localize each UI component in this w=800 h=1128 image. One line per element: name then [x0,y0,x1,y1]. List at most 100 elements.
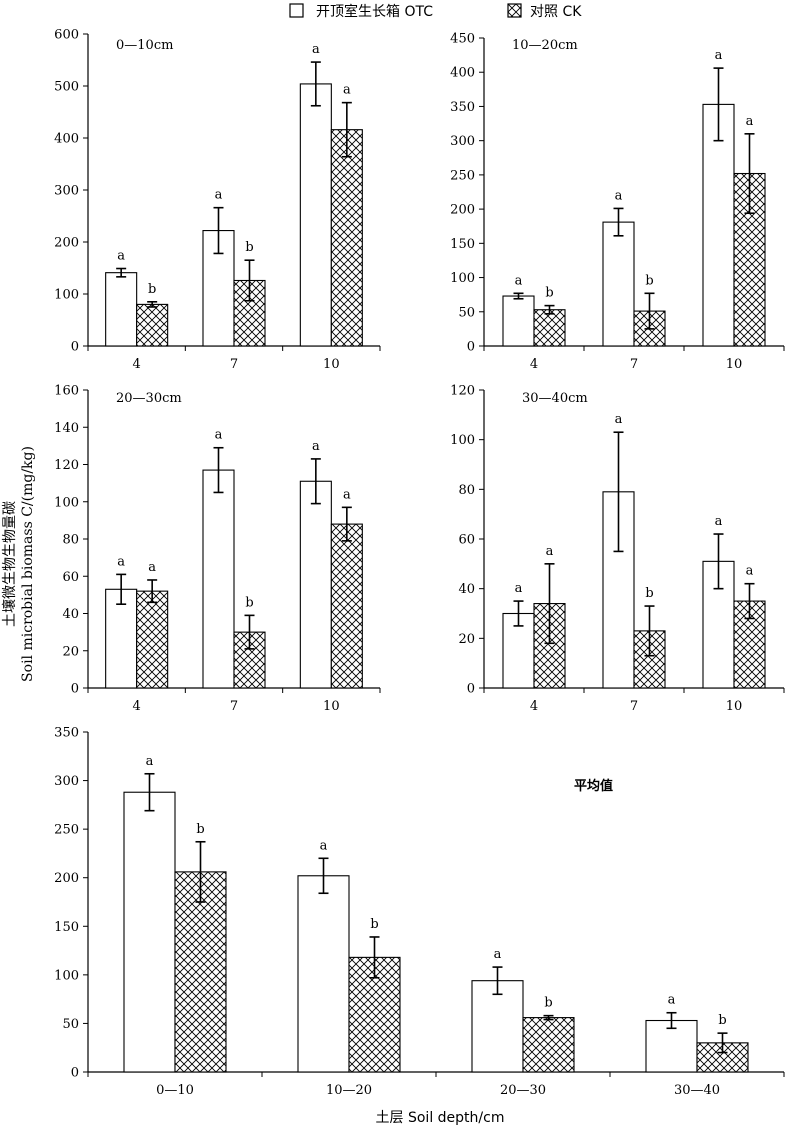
panel-average: 0 50 100 150 200 250 300 350 平均值 0—10 a b 10—20 a b 20—… [54,726,785,1098]
significance-letter: a [494,947,502,962]
y-tick-label: 0 [467,340,475,355]
significance-letter: a [515,581,523,596]
y-tick-label: 200 [450,203,475,218]
y-tick-label: 120 [450,384,475,399]
y-tick-label: 400 [54,132,79,147]
legend-otc-label: 开顶室生长箱 OTC [316,3,433,20]
y-tick-label: 100 [54,288,79,303]
significance-letter: b [245,240,253,255]
y-tick-label: 350 [54,726,79,741]
x-tick-label: 10 [726,699,743,714]
y-axis-title: 土壤微生物生物量碳 Soil microbial biomass C/(mg/k… [1,446,36,682]
y-tick-label: 250 [54,823,79,838]
significance-letter: b [148,282,156,297]
x-tick-label: 7 [230,699,238,714]
significance-letter: a [117,249,125,264]
y-tick-label: 80 [62,533,79,548]
significance-letter: a [615,412,623,427]
y-tick-label: 0 [71,682,79,697]
significance-letter: a [746,114,754,129]
panel-20-30cm: 0 20 40 60 80 100 120 140 160 20—30cm 4 a a 7 a b 10 a a [54,384,381,714]
bar-otc [297,875,350,1073]
significance-letter: a [615,188,623,203]
bar-otc [602,221,635,347]
significance-letter: a [148,560,156,575]
y-tick-label: 20 [458,632,475,647]
significance-letter: a [515,273,523,288]
significance-letter: b [645,586,653,601]
significance-letter: a [715,48,723,63]
y-tick-label: 60 [62,570,79,585]
significance-letter: a [117,554,125,569]
significance-letter: b [544,996,552,1011]
y-tick-label: 0 [71,1066,79,1081]
y-tick-label: 40 [458,582,475,597]
x-axis-title: 土层 Soil depth/cm [376,1110,505,1126]
significance-letter: a [215,188,223,203]
bar-otc [105,588,138,689]
y-tick-label: 100 [450,433,475,448]
panel-title: 0—10cm [116,38,173,53]
significance-letter: b [645,273,653,288]
x-tick-label: 4 [530,699,538,714]
y-tick-label: 100 [54,495,79,510]
bar-otc [105,272,138,347]
x-tick-label: 10—20 [326,1083,372,1098]
panel-title: 平均值 [574,778,613,794]
x-tick-label: 30—40 [674,1083,720,1098]
y-tick-label: 100 [54,968,79,983]
y-tick-label: 350 [450,100,475,115]
x-tick-label: 4 [133,699,141,714]
significance-letter: a [746,564,754,579]
y-axis-title-zh: 土壤微生物生物量碳 [1,501,18,627]
significance-letter: a [343,487,351,502]
y-tick-label: 150 [450,237,475,252]
y-tick-label: 200 [54,871,79,886]
y-tick-label: 0 [467,682,475,697]
bar-ck [136,590,169,689]
legend-ck-swatch [507,3,522,18]
significance-letter: a [320,838,328,853]
bar-otc [702,103,735,347]
panel-title: 30—40cm [522,391,588,406]
bar-ck [330,523,363,689]
significance-letter: a [715,514,723,529]
bar-ck [136,303,169,347]
significance-letter: b [370,917,378,932]
x-tick-label: 0—10 [156,1083,194,1098]
bar-otc [502,295,535,347]
bar-otc [299,83,332,347]
significance-letter: a [215,428,223,443]
x-tick-label: 7 [230,357,238,372]
y-tick-label: 0 [71,340,79,355]
bar-ck [330,129,363,347]
significance-letter: a [343,83,351,98]
x-tick-label: 20—30 [500,1083,546,1098]
y-tick-label: 80 [458,483,475,498]
x-tick-label: 7 [630,357,638,372]
bar-otc [645,1019,698,1073]
y-tick-label: 50 [458,305,475,320]
significance-letter: b [245,595,253,610]
panel-10-20cm: 0 50 100 150 200 250 300 350 400 450 10—20cm 4 a b 7 a b… [450,32,785,372]
significance-letter: b [718,1013,726,1028]
x-tick-label: 4 [133,357,141,372]
significance-letter: b [545,286,553,301]
y-tick-label: 500 [54,80,79,95]
y-axis-title-en: Soil microbial biomass C/(mg/kg) [20,446,36,682]
x-tick-label: 4 [530,357,538,372]
significance-letter: a [668,993,676,1008]
x-tick-label: 10 [726,357,743,372]
bar-ck [533,309,566,347]
y-tick-label: 250 [450,168,475,183]
bar-otc [202,469,235,689]
y-tick-label: 600 [54,28,79,43]
y-tick-label: 100 [450,271,475,286]
y-tick-label: 140 [54,421,79,436]
panel-30-40cm: 0 20 40 60 80 100 120 30—40cm 4 a a 7 a b 10 a a [450,384,785,714]
y-tick-label: 450 [450,32,475,47]
bar-otc [123,791,176,1073]
legend-otc-swatch [289,3,304,18]
panel-title: 10—20cm [512,38,578,53]
